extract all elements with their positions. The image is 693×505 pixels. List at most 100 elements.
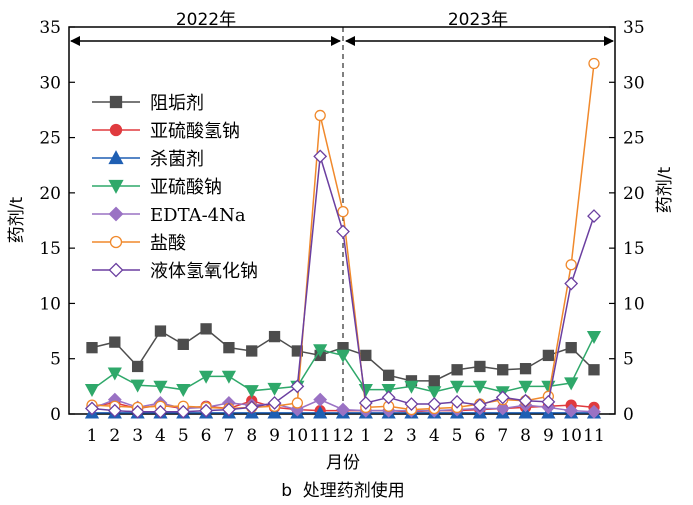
x-tick-label: 8 — [520, 426, 531, 446]
data-point — [176, 404, 191, 419]
x-tick-label: 12 — [332, 426, 354, 446]
data-point — [564, 276, 579, 291]
data-point — [519, 363, 532, 375]
legend-item: 杀菌剂 — [92, 149, 204, 170]
data-point — [107, 367, 122, 381]
data-point — [472, 398, 487, 413]
data-point — [586, 330, 602, 344]
legend-item: 液体氢氧化钠 — [92, 261, 258, 282]
legend-swatch-marker — [108, 150, 124, 165]
legend-label: 盐酸 — [150, 233, 186, 254]
x-tick-label: 6 — [201, 426, 212, 446]
legend-item: EDTA-4Na — [92, 205, 246, 226]
y-axis-right: 0 5 10 15 20 25 30 35 — [609, 18, 645, 425]
legend-item: 亚硫酸氢钠 — [92, 121, 240, 142]
data-point — [588, 57, 600, 70]
data-point — [565, 342, 577, 354]
data-point — [291, 397, 304, 409]
x-tick-label: 3 — [406, 426, 417, 446]
data-point — [404, 397, 419, 411]
y-axis-right-title: 药剂/t — [655, 166, 675, 213]
data-point — [313, 149, 328, 164]
data-point — [267, 405, 282, 419]
period-label-2022: 2022年 — [176, 10, 236, 30]
data-point — [587, 209, 601, 223]
data-point — [223, 342, 235, 354]
y-left-tick-label: 15 — [39, 239, 61, 259]
data-point — [130, 404, 145, 419]
legend-swatch-marker — [109, 123, 123, 137]
y-right-tick-label: 15 — [623, 239, 645, 259]
data-point — [107, 403, 122, 418]
data-point — [449, 380, 465, 394]
period-markers: 2022年 2023年 — [70, 10, 614, 414]
data-point — [267, 396, 282, 410]
data-point — [428, 375, 440, 387]
x-tick-label: 5 — [452, 426, 463, 446]
legend-label: EDTA-4Na — [150, 205, 246, 226]
x-tick-label: 4 — [429, 426, 440, 446]
x-tick-label: 8 — [246, 426, 257, 446]
data-point — [85, 401, 99, 416]
data-point — [199, 403, 214, 418]
data-point — [404, 380, 419, 394]
data-point — [565, 259, 577, 271]
data-point — [198, 370, 214, 384]
y-right-tick-label: 35 — [623, 18, 645, 38]
data-point — [495, 401, 510, 416]
data-point — [313, 405, 328, 419]
y-right-tick-label: 5 — [623, 350, 634, 370]
data-point — [313, 344, 328, 358]
series-layer — [84, 57, 602, 419]
data-point — [244, 400, 259, 415]
y-left-tick-label: 5 — [50, 350, 61, 370]
data-point — [130, 379, 145, 393]
legend-label: 亚硫酸钠 — [150, 177, 222, 198]
data-point — [360, 349, 372, 362]
x-axis: 1 2 3 4 5 6 7 8 9 10 11 12 1 2 3 4 5 6 7 8 9 10 11 — [87, 409, 605, 446]
data-point — [382, 369, 395, 381]
period-label-2023: 2023年 — [448, 10, 508, 30]
legend-label: 杀菌剂 — [150, 149, 204, 170]
data-point — [221, 402, 236, 417]
y-right-tick-label: 0 — [623, 405, 634, 425]
data-point — [474, 360, 486, 373]
x-tick-label: 1 — [360, 426, 371, 446]
data-point — [221, 370, 237, 384]
x-tick-label: 10 — [287, 426, 309, 446]
y-left-tick-label: 0 — [50, 405, 61, 425]
data-point — [336, 224, 350, 239]
data-point — [154, 325, 167, 337]
legend-swatch-marker — [108, 262, 124, 278]
y-left-tick-label: 25 — [39, 129, 61, 149]
data-point — [268, 330, 281, 343]
data-point — [450, 394, 465, 409]
series-0 — [86, 323, 600, 387]
data-point — [358, 396, 373, 410]
y-right-tick-label: 30 — [623, 73, 645, 93]
y-left-tick-label: 20 — [39, 184, 61, 204]
data-point — [588, 364, 600, 376]
data-point — [495, 390, 510, 405]
y-right-tick-label: 20 — [623, 184, 645, 204]
x-tick-label: 5 — [178, 426, 189, 446]
data-point — [153, 380, 168, 394]
data-point — [267, 382, 282, 396]
x-tick-label: 10 — [560, 426, 582, 446]
y-right-tick-label: 10 — [623, 294, 645, 314]
data-point — [337, 206, 349, 218]
data-point — [497, 364, 509, 376]
data-point — [451, 364, 463, 376]
legend-swatch-marker — [108, 206, 124, 222]
data-point — [109, 336, 121, 348]
x-tick-label: 2 — [383, 426, 394, 446]
legend-swatch-marker — [109, 235, 123, 249]
series-6 — [85, 149, 601, 419]
x-axis-title: 月份 — [326, 453, 360, 473]
data-point — [472, 380, 488, 394]
data-point — [290, 379, 305, 394]
data-point — [518, 393, 533, 408]
x-tick-label: 11 — [309, 426, 331, 446]
legend-swatch-marker — [108, 179, 124, 194]
